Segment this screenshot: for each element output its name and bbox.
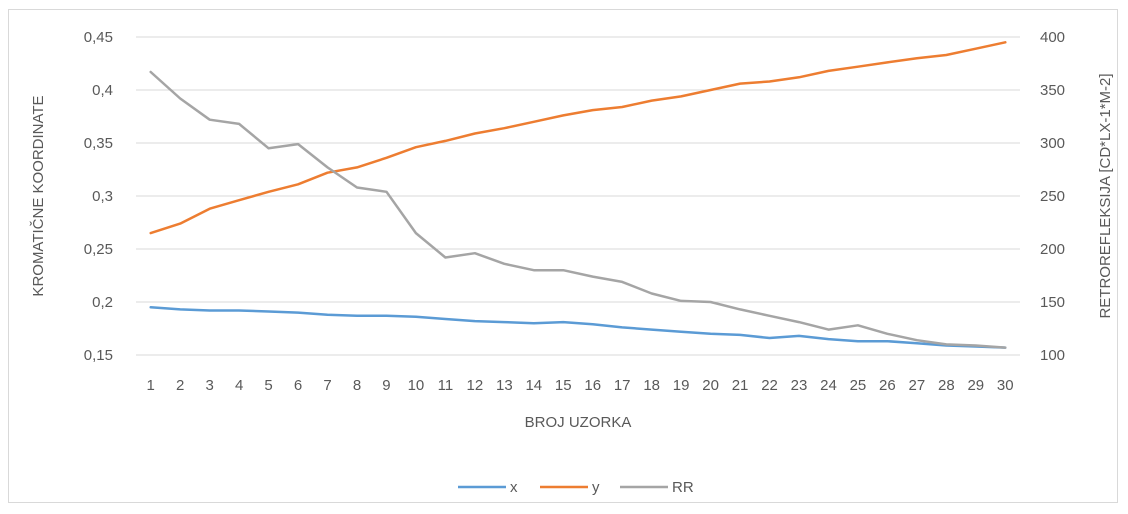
x-tick-label: 29 <box>967 377 984 394</box>
x-tick-label: 23 <box>791 377 808 394</box>
x-axis-ticks: 1 2 3 4 5 6 7 8 9 10 11 12 13 14 15 16 17 18 19 20 21 22 23 24 2… <box>147 377 1014 394</box>
y2-tick-label: 200 <box>1040 241 1065 258</box>
x-tick-label: 10 <box>408 377 425 394</box>
x-tick-label: 28 <box>938 377 955 394</box>
x-tick-label: 26 <box>879 377 896 394</box>
y2-tick-label: 400 <box>1040 29 1065 46</box>
y-tick-label: 0,35 <box>84 135 113 152</box>
x-tick-label: 11 <box>438 377 454 394</box>
y-tick-label: 0,25 <box>84 241 113 258</box>
x-tick-label: 24 <box>820 377 837 394</box>
x-tick-label: 18 <box>643 377 660 394</box>
x-tick-label: 9 <box>382 377 390 394</box>
gridlines <box>136 36 1020 356</box>
x-tick-label: 21 <box>732 377 749 394</box>
y2-tick-label: 100 <box>1040 347 1065 364</box>
x-tick-label: 3 <box>205 377 213 394</box>
x-tick-label: 1 <box>147 377 155 394</box>
y-tick-label: 0,45 <box>84 29 113 46</box>
x-axis-title: BROJ UZORKA <box>525 414 632 431</box>
series-line-y <box>149 41 1007 235</box>
x-tick-label: 27 <box>909 377 926 394</box>
x-tick-label: 25 <box>850 377 867 394</box>
x-tick-label: 4 <box>235 377 243 394</box>
x-tick-label: 8 <box>353 377 361 394</box>
x-tick-label: 12 <box>467 377 484 394</box>
y-axis-right-title: RETROREFLEKSIJA [CD*LX-1*M-2] <box>1097 73 1114 318</box>
series-line-rr <box>149 70 1007 349</box>
y-tick-label: 0,3 <box>92 188 113 205</box>
x-tick-label: 13 <box>496 377 513 394</box>
y-tick-label: 0,15 <box>84 347 113 364</box>
series-lines <box>149 41 1007 349</box>
chart-area <box>8 9 1118 503</box>
x-tick-label: 5 <box>264 377 272 394</box>
x-tick-label: 6 <box>294 377 302 394</box>
x-tick-label: 2 <box>176 377 184 394</box>
series-line-x <box>149 306 1007 349</box>
y-tick-label: 0,4 <box>92 82 113 99</box>
y2-tick-label: 250 <box>1040 188 1065 205</box>
x-tick-label: 20 <box>702 377 719 394</box>
x-tick-label: 17 <box>614 377 631 394</box>
y2-tick-label: 350 <box>1040 82 1065 99</box>
x-tick-label: 14 <box>525 377 542 394</box>
y2-tick-label: 150 <box>1040 294 1065 311</box>
y-axis-left-ticks: 0,15 0,2 0,25 0,3 0,35 0,4 0,45 <box>84 29 113 364</box>
y-axis-left-title: KROMATIČNE KOORDINATE <box>30 95 47 296</box>
legend-label-x: x <box>510 479 518 496</box>
legend-label-rr: RR <box>672 479 694 496</box>
x-tick-label: 30 <box>997 377 1014 394</box>
x-tick-label: 7 <box>323 377 331 394</box>
x-tick-label: 16 <box>584 377 601 394</box>
legend: x y RR <box>458 479 694 496</box>
x-tick-label: 15 <box>555 377 572 394</box>
legend-label-y: y <box>592 479 600 496</box>
y-tick-label: 0,2 <box>92 294 113 311</box>
x-tick-label: 22 <box>761 377 778 394</box>
x-tick-label: 19 <box>673 377 690 394</box>
y-axis-right-ticks: 100 150 200 250 300 350 400 <box>1040 29 1065 364</box>
y2-tick-label: 300 <box>1040 135 1065 152</box>
